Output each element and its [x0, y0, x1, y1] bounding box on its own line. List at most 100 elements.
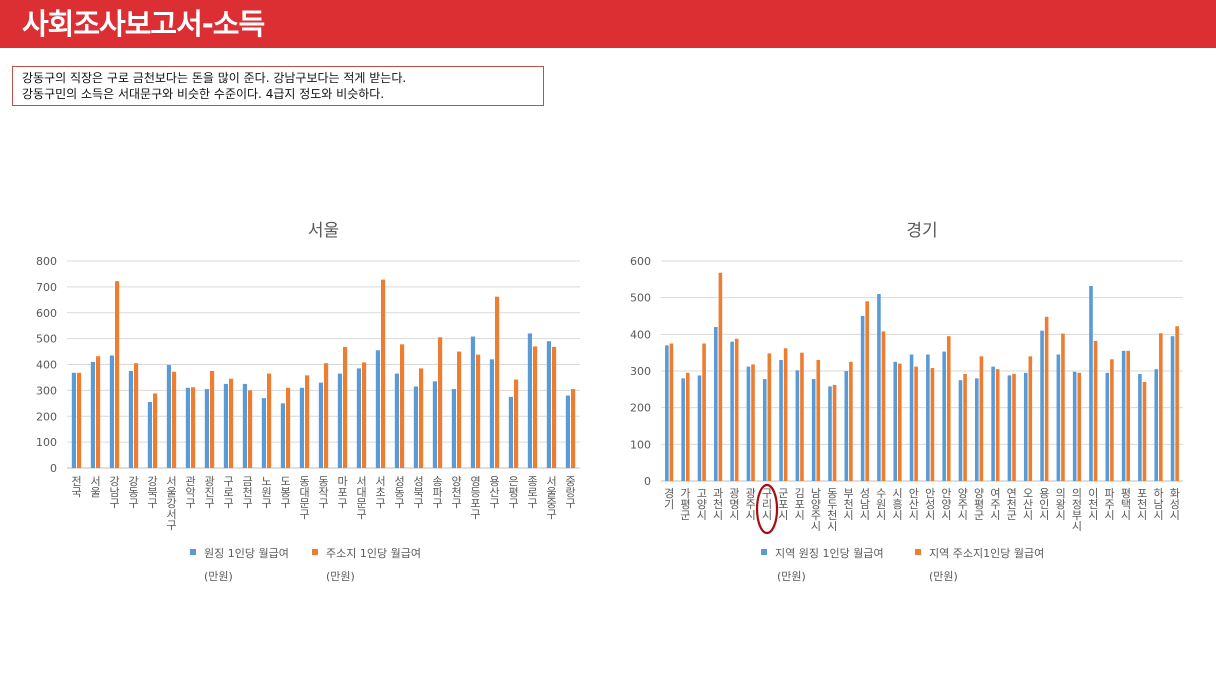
bar-1-s2-2	[115, 281, 120, 468]
bar-2-s2-24	[1061, 333, 1065, 481]
bar-2-s1-8	[795, 370, 800, 481]
bar-1-s1-10	[261, 398, 266, 468]
bar-2-s2-0	[669, 343, 674, 481]
bar-2-s1-2	[697, 375, 702, 481]
bar-1-s1-7	[204, 389, 209, 468]
bar-2-s1-18	[958, 380, 963, 481]
y-tick-label: 200	[36, 410, 57, 423]
bar-1-s1-2	[109, 355, 114, 468]
bar-2-s1-31	[1170, 336, 1175, 481]
y-tick-label: 300	[630, 365, 651, 378]
bar-1-s1-17	[394, 373, 399, 468]
bar-1-s2-25	[552, 346, 557, 468]
bar-2-s2-16	[930, 368, 935, 481]
bar-2-s1-28	[1121, 350, 1126, 481]
bar-2-s1-25	[1072, 371, 1077, 481]
bar-2-s1-14	[893, 361, 898, 481]
bar-2-s1-30	[1154, 369, 1159, 481]
bar-2-s2-12	[865, 301, 869, 481]
header-bar: 사회조사보고서-소득	[0, 0, 1216, 48]
y-tick-label: 500	[630, 292, 651, 305]
bar-2-s1-3	[714, 327, 718, 481]
bar-2-s1-9	[811, 379, 816, 481]
bar-2-s1-22	[1023, 372, 1028, 481]
bar-1-s2-15	[362, 362, 367, 468]
bar-1-s1-9	[242, 383, 247, 468]
bar-1-s2-9	[248, 390, 253, 468]
y-tick-label: 100	[36, 436, 57, 449]
bar-2-s2-6	[767, 353, 772, 481]
bar-2-s2-20	[995, 369, 1000, 481]
legend-swatch	[312, 549, 318, 555]
bar-2-s2-8	[800, 352, 804, 481]
bar-1-s1-3	[128, 370, 133, 468]
bar-1-s1-23	[508, 396, 513, 468]
bar-1-s1-4	[147, 402, 152, 468]
bar-1-s1-25	[546, 341, 551, 468]
legend-swatch	[190, 549, 196, 555]
bar-1-s2-24	[533, 346, 538, 468]
note-line-1: 강동구의 직장은 구로 금천보다는 돈을 많이 준다. 강남구보다는 적게 받는…	[22, 71, 407, 85]
bar-1-s2-5	[172, 371, 177, 468]
bar-1-s1-6	[185, 387, 190, 468]
bar-2-s2-14	[898, 363, 902, 481]
bar-2-s2-31	[1175, 326, 1179, 481]
bar-2-s2-23	[1044, 316, 1049, 481]
bar-2-s1-1	[681, 378, 685, 481]
bar-1-s1-18	[413, 386, 418, 468]
bar-1-s2-18	[419, 368, 424, 468]
bar-2-s2-5	[751, 364, 755, 481]
note-line-2: 강동구민의 소득은 서대문구와 비슷한 수준이다. 4급지 정도와 비슷하다.	[22, 87, 385, 101]
bar-1-s2-1	[96, 356, 101, 468]
legend-swatch	[761, 549, 767, 555]
bar-1-s2-7	[210, 370, 215, 468]
bar-1-s1-26	[565, 395, 570, 468]
bar-2-s1-20	[991, 366, 995, 481]
bar-2-s1-6	[762, 379, 767, 481]
chart-title: 경기	[906, 221, 937, 241]
bar-2-s1-7	[779, 360, 783, 481]
bar-1-s1-0	[71, 372, 76, 468]
bar-2-s1-21	[1007, 375, 1012, 481]
bar-1-s1-24	[527, 333, 532, 468]
bar-1-s2-26	[571, 389, 576, 468]
bar-1-s1-19	[432, 381, 437, 468]
bar-1-s1-8	[223, 383, 228, 468]
bar-1-s2-22	[495, 296, 500, 468]
bar-1-s2-23	[514, 379, 519, 468]
bar-2-s1-29	[1138, 373, 1142, 481]
y-tick-label: 100	[630, 438, 651, 451]
bar-1-s1-5	[166, 365, 171, 468]
y-tick-label: 400	[36, 359, 57, 372]
bar-2-s2-17	[946, 336, 951, 481]
bar-2-s2-29	[1142, 382, 1147, 481]
bar-1-s2-19	[438, 337, 443, 468]
bar-1-s2-3	[134, 363, 139, 468]
bar-2-s2-19	[979, 356, 984, 481]
bar-2-s2-30	[1159, 333, 1163, 481]
bar-1-s2-14	[343, 346, 348, 468]
